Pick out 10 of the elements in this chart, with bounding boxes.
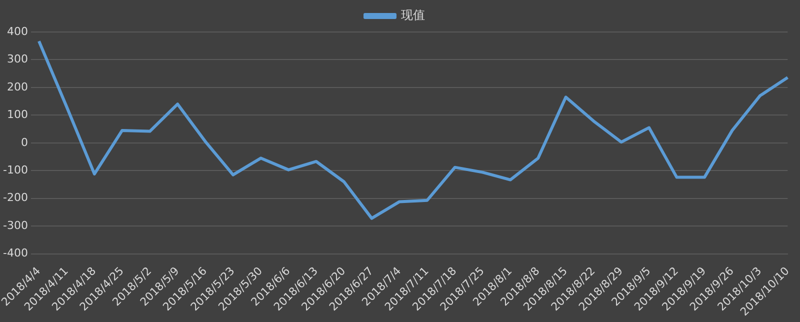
legend-label: 现值 [401,8,425,22]
y-tick-label: -300 [2,218,28,232]
y-tick-label: -400 [2,246,28,260]
y-tick-label: 400 [6,24,28,38]
y-tick-label: 0 [20,136,28,149]
y-tick-label: 100 [6,108,28,122]
y-tick-label: 200 [6,80,28,94]
y-tick-label: -100 [2,164,28,177]
y-tick-label: -200 [2,191,28,204]
y-tick-label: 300 [6,52,28,66]
